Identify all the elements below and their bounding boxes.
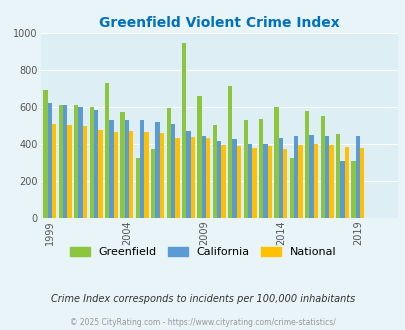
- Bar: [328, 145, 333, 218]
- Bar: [124, 120, 129, 218]
- Bar: [289, 158, 293, 218]
- Bar: [181, 43, 186, 218]
- Bar: [129, 131, 133, 218]
- Bar: [282, 149, 287, 218]
- Bar: [212, 125, 217, 218]
- Bar: [98, 130, 102, 218]
- Bar: [201, 137, 205, 218]
- Bar: [247, 144, 252, 218]
- Bar: [262, 144, 267, 218]
- Bar: [171, 124, 175, 218]
- Bar: [52, 124, 56, 218]
- Bar: [74, 105, 78, 218]
- Bar: [243, 120, 247, 218]
- Title: Greenfield Violent Crime Index: Greenfield Violent Crime Index: [99, 16, 339, 30]
- Bar: [166, 108, 171, 218]
- Bar: [350, 161, 355, 218]
- Bar: [90, 107, 94, 218]
- Text: Crime Index corresponds to incidents per 100,000 inhabitants: Crime Index corresponds to incidents per…: [51, 294, 354, 304]
- Bar: [151, 149, 155, 218]
- Text: © 2025 CityRating.com - https://www.cityrating.com/crime-statistics/: © 2025 CityRating.com - https://www.city…: [70, 318, 335, 327]
- Bar: [140, 120, 144, 218]
- Bar: [293, 136, 298, 218]
- Bar: [274, 107, 278, 218]
- Bar: [221, 145, 225, 218]
- Bar: [155, 122, 160, 218]
- Bar: [109, 120, 113, 218]
- Bar: [298, 145, 302, 218]
- Bar: [83, 126, 87, 218]
- Bar: [232, 139, 236, 218]
- Bar: [94, 110, 98, 218]
- Bar: [205, 138, 210, 218]
- Bar: [335, 134, 339, 218]
- Bar: [59, 105, 63, 218]
- Bar: [135, 158, 140, 218]
- Bar: [359, 148, 363, 218]
- Bar: [355, 136, 359, 218]
- Bar: [120, 112, 124, 218]
- Bar: [309, 135, 313, 218]
- Bar: [324, 136, 328, 218]
- Bar: [305, 111, 309, 218]
- Bar: [252, 148, 256, 218]
- Bar: [43, 90, 47, 218]
- Bar: [47, 103, 52, 218]
- Bar: [236, 146, 241, 218]
- Bar: [267, 146, 271, 218]
- Bar: [113, 132, 117, 218]
- Bar: [278, 138, 282, 218]
- Bar: [339, 160, 344, 218]
- Bar: [320, 116, 324, 218]
- Bar: [160, 133, 164, 218]
- Bar: [175, 138, 179, 218]
- Bar: [144, 132, 148, 218]
- Bar: [63, 105, 67, 218]
- Bar: [78, 107, 83, 218]
- Bar: [228, 86, 232, 218]
- Bar: [190, 137, 194, 218]
- Bar: [258, 119, 262, 218]
- Bar: [197, 96, 201, 218]
- Bar: [217, 141, 221, 218]
- Bar: [186, 131, 190, 218]
- Legend: Greenfield, California, National: Greenfield, California, National: [65, 243, 340, 262]
- Bar: [344, 147, 348, 218]
- Bar: [67, 125, 72, 218]
- Bar: [313, 144, 318, 218]
- Bar: [105, 83, 109, 218]
